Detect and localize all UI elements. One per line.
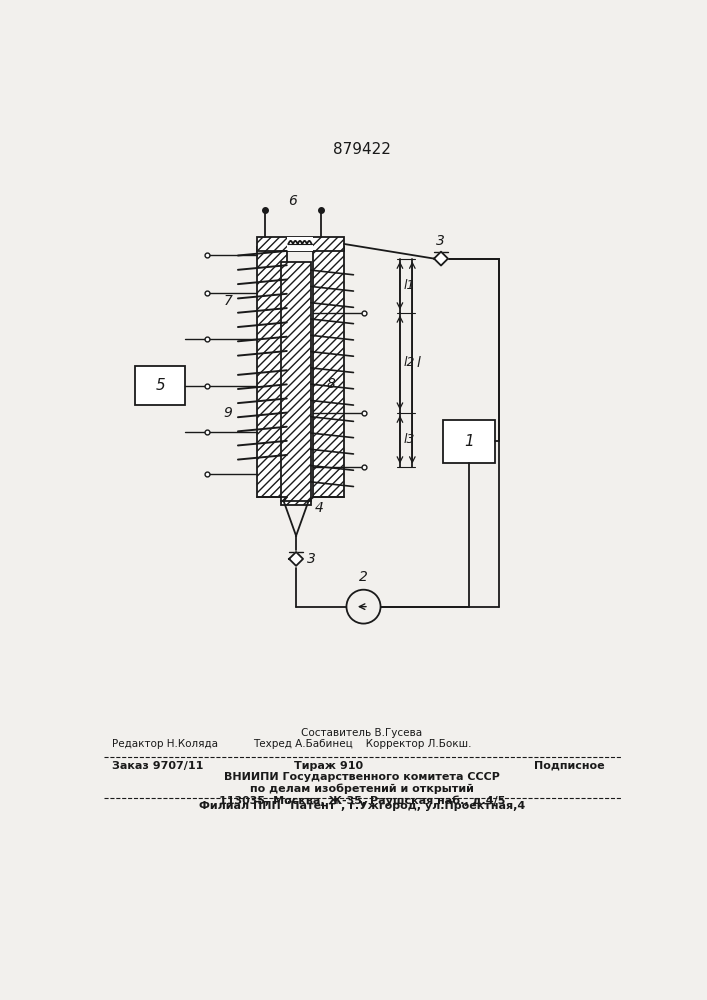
Text: по делам изобретений и открытий: по делам изобретений и открытий xyxy=(250,784,474,794)
Bar xyxy=(443,420,495,463)
Text: 8: 8 xyxy=(327,377,335,391)
Bar xyxy=(281,262,311,505)
Text: l1: l1 xyxy=(404,279,415,292)
Text: Тираж 910: Тираж 910 xyxy=(294,761,363,771)
Text: 6: 6 xyxy=(288,194,298,208)
Text: 3: 3 xyxy=(436,234,445,248)
Bar xyxy=(313,247,344,497)
Bar xyxy=(257,237,344,251)
Bar xyxy=(257,247,287,497)
Text: 3: 3 xyxy=(307,552,316,566)
Bar xyxy=(287,237,313,251)
Text: 4: 4 xyxy=(315,501,324,515)
Text: Филиал ППП "Патент", г.Ужгород, ул.Проектная,4: Филиал ППП "Патент", г.Ужгород, ул.Проек… xyxy=(199,801,525,811)
Text: 7: 7 xyxy=(223,294,233,308)
Text: 113035, Москва, Ж-35, Раушская наб., д.4/5: 113035, Москва, Ж-35, Раушская наб., д.4… xyxy=(218,795,505,806)
Text: l2: l2 xyxy=(404,356,415,369)
Text: 1: 1 xyxy=(464,434,474,449)
Text: Подписное: Подписное xyxy=(534,761,604,771)
Text: 879422: 879422 xyxy=(333,142,391,157)
Bar xyxy=(135,366,185,405)
Text: 2: 2 xyxy=(359,570,368,584)
Text: Редактор Н.Коляда: Редактор Н.Коляда xyxy=(112,739,218,749)
Text: Составитель В.Гусева: Составитель В.Гусева xyxy=(301,728,423,738)
Text: 5: 5 xyxy=(156,378,165,393)
Polygon shape xyxy=(434,252,448,266)
Text: l: l xyxy=(416,356,420,370)
Text: ВНИИПИ Государственного комитета СССР: ВНИИПИ Государственного комитета СССР xyxy=(224,772,500,782)
Text: Техред А.Бабинец    Корректор Л.Бокш.: Техред А.Бабинец Корректор Л.Бокш. xyxy=(252,739,471,749)
Text: 9: 9 xyxy=(223,406,233,420)
Text: l3: l3 xyxy=(404,433,415,446)
Polygon shape xyxy=(289,552,303,566)
Text: Заказ 9707/11: Заказ 9707/11 xyxy=(112,761,203,771)
